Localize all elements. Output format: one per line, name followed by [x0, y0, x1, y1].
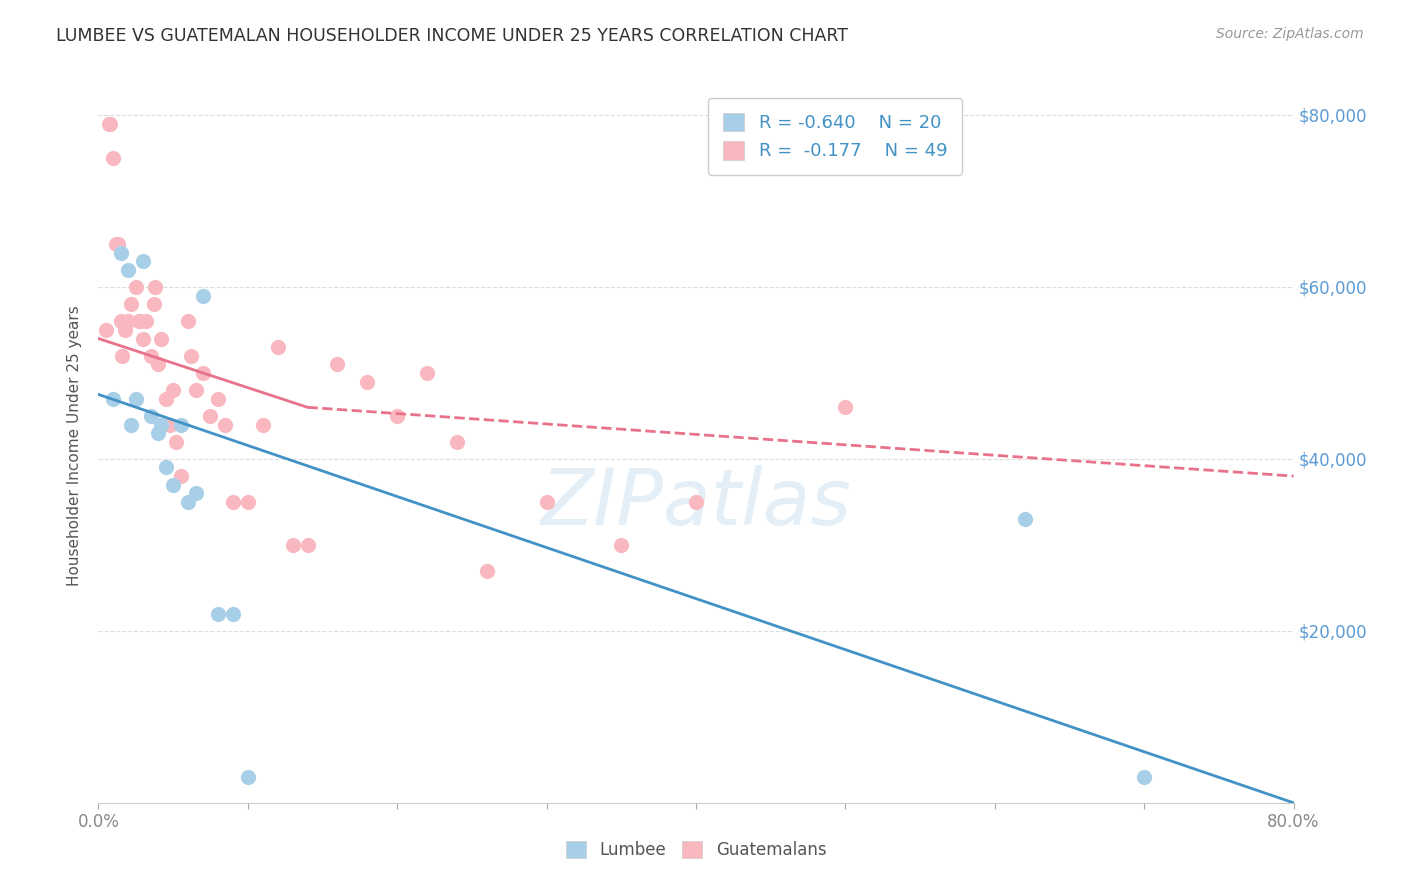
Point	[107, 236, 129, 251]
Text: LUMBEE VS GUATEMALAN HOUSEHOLDER INCOME UNDER 25 YEARS CORRELATION CHART: LUMBEE VS GUATEMALAN HOUSEHOLDER INCOME …	[56, 27, 848, 45]
Point	[267, 340, 290, 354]
Point	[125, 280, 148, 294]
Point	[685, 495, 707, 509]
Point	[326, 357, 349, 371]
Y-axis label: Householder Income Under 25 years: Householder Income Under 25 years	[67, 306, 83, 586]
Point	[180, 349, 202, 363]
Point	[132, 332, 155, 346]
Point	[162, 383, 184, 397]
Point	[165, 434, 187, 449]
Point	[129, 314, 152, 328]
Point	[103, 151, 125, 165]
Point	[191, 288, 214, 302]
Point	[200, 409, 222, 423]
Point	[150, 332, 173, 346]
Point	[94, 323, 117, 337]
Point	[169, 469, 191, 483]
Point	[97, 117, 120, 131]
Point	[184, 486, 207, 500]
Point	[222, 495, 245, 509]
Point	[128, 314, 150, 328]
Point	[162, 477, 184, 491]
Point	[139, 349, 162, 363]
Point	[1133, 770, 1156, 784]
Point	[169, 417, 191, 432]
Point	[159, 417, 181, 432]
Point	[236, 495, 259, 509]
Point	[252, 417, 274, 432]
Point	[143, 280, 166, 294]
Point	[125, 392, 148, 406]
Point	[177, 314, 200, 328]
Point	[214, 417, 236, 432]
Point	[120, 417, 142, 432]
Point	[191, 366, 214, 380]
Point	[536, 495, 558, 509]
Point	[105, 236, 128, 251]
Point	[114, 323, 136, 337]
Point	[385, 409, 409, 423]
Point	[416, 366, 439, 380]
Point	[184, 383, 207, 397]
Point	[281, 538, 304, 552]
Point	[150, 417, 173, 432]
Point	[177, 495, 200, 509]
Point	[222, 607, 245, 621]
Point	[139, 409, 162, 423]
Point	[142, 297, 165, 311]
Point	[111, 349, 134, 363]
Point	[446, 434, 468, 449]
Point	[297, 538, 319, 552]
Legend: Lumbee, Guatemalans: Lumbee, Guatemalans	[560, 834, 832, 866]
Point	[356, 375, 378, 389]
Point	[117, 262, 139, 277]
Point	[110, 245, 132, 260]
Point	[135, 314, 157, 328]
Point	[120, 297, 142, 311]
Point	[155, 392, 177, 406]
Point	[155, 460, 177, 475]
Text: ZIPatlas: ZIPatlas	[540, 465, 852, 541]
Point	[148, 357, 170, 371]
Point	[207, 607, 229, 621]
Point	[475, 564, 498, 578]
Point	[117, 314, 139, 328]
Point	[236, 770, 259, 784]
Text: Source: ZipAtlas.com: Source: ZipAtlas.com	[1216, 27, 1364, 41]
Point	[132, 254, 155, 268]
Point	[1014, 512, 1036, 526]
Point	[100, 117, 122, 131]
Point	[148, 426, 170, 441]
Point	[207, 392, 229, 406]
Point	[103, 392, 125, 406]
Point	[610, 538, 633, 552]
Point	[834, 401, 856, 415]
Point	[110, 314, 132, 328]
